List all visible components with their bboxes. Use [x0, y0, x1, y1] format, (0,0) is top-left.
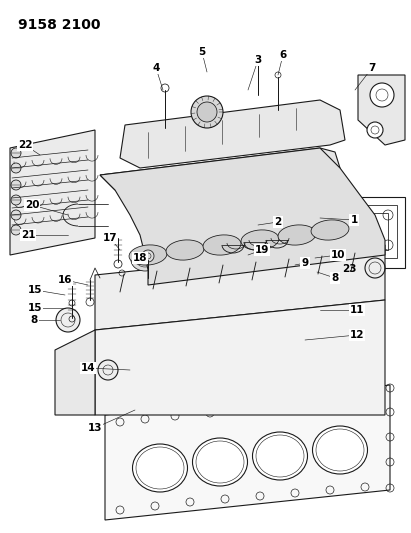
Circle shape — [98, 360, 118, 380]
Ellipse shape — [129, 245, 167, 265]
Ellipse shape — [196, 241, 224, 263]
Text: 19: 19 — [255, 245, 269, 255]
Ellipse shape — [261, 233, 289, 255]
Text: 8: 8 — [331, 273, 339, 283]
Circle shape — [56, 308, 80, 332]
Circle shape — [11, 225, 21, 235]
Text: 9158 2100: 9158 2100 — [18, 18, 101, 32]
Polygon shape — [105, 385, 390, 520]
Text: 18: 18 — [133, 253, 147, 263]
Circle shape — [191, 96, 223, 128]
Polygon shape — [100, 148, 340, 190]
Circle shape — [370, 83, 394, 107]
Ellipse shape — [312, 426, 367, 474]
Text: 20: 20 — [25, 200, 39, 210]
Ellipse shape — [192, 438, 247, 486]
Ellipse shape — [132, 444, 187, 492]
Text: 16: 16 — [58, 275, 72, 285]
Text: 12: 12 — [350, 330, 364, 340]
Circle shape — [142, 250, 154, 262]
Text: 5: 5 — [199, 47, 206, 57]
Text: 6: 6 — [279, 50, 286, 60]
Text: 9: 9 — [301, 258, 309, 268]
Circle shape — [11, 180, 21, 190]
Text: 17: 17 — [103, 233, 117, 243]
Polygon shape — [120, 100, 345, 168]
Text: 7: 7 — [368, 63, 376, 73]
Ellipse shape — [203, 235, 241, 255]
Polygon shape — [293, 197, 405, 268]
Ellipse shape — [131, 249, 159, 271]
Ellipse shape — [311, 220, 349, 240]
Text: 2: 2 — [275, 217, 282, 227]
Circle shape — [11, 148, 21, 158]
Text: 15: 15 — [28, 303, 42, 313]
Ellipse shape — [241, 230, 279, 250]
Text: 1: 1 — [350, 215, 358, 225]
Text: 22: 22 — [18, 140, 32, 150]
Circle shape — [11, 163, 21, 173]
Text: 3: 3 — [254, 55, 262, 65]
Ellipse shape — [278, 225, 316, 245]
Text: 15: 15 — [28, 285, 42, 295]
Circle shape — [197, 102, 217, 122]
Polygon shape — [95, 300, 385, 415]
Circle shape — [11, 210, 21, 220]
Circle shape — [367, 122, 383, 138]
Polygon shape — [95, 245, 385, 330]
Polygon shape — [55, 330, 95, 415]
Text: 8: 8 — [30, 315, 38, 325]
Text: 4: 4 — [152, 63, 160, 73]
Text: 11: 11 — [350, 305, 364, 315]
Circle shape — [11, 195, 21, 205]
Text: 13: 13 — [88, 423, 102, 433]
Ellipse shape — [252, 432, 307, 480]
Text: 14: 14 — [81, 363, 95, 373]
Ellipse shape — [166, 240, 204, 260]
Ellipse shape — [326, 225, 354, 247]
Text: 23: 23 — [342, 264, 356, 274]
Polygon shape — [100, 148, 385, 285]
Text: 21: 21 — [21, 230, 35, 240]
Polygon shape — [358, 75, 405, 145]
Polygon shape — [10, 130, 95, 255]
Text: 10: 10 — [331, 250, 345, 260]
